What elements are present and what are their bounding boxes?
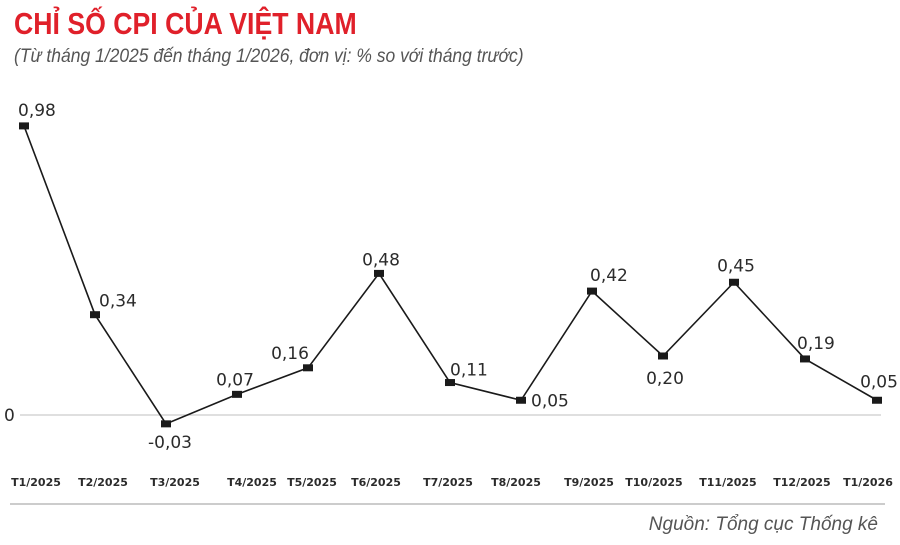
value-label: -0,03 bbox=[148, 433, 192, 453]
x-axis-labels: T1/2025 T2/2025 T3/2025 T4/2025 T5/2025 T6/20… bbox=[11, 476, 893, 489]
value-label: 0,98 bbox=[18, 101, 56, 121]
x-axis-label: T5/2025 bbox=[287, 476, 337, 489]
x-axis-label: T7/2025 bbox=[423, 476, 473, 489]
x-axis-label: T10/2025 bbox=[625, 476, 682, 489]
value-label: 0,07 bbox=[216, 370, 254, 390]
x-axis-label: T3/2025 bbox=[150, 476, 200, 489]
chart-title: CHỈ SỐ CPI CỦA VIỆT NAM bbox=[14, 6, 357, 41]
x-axis-label: T6/2025 bbox=[351, 476, 401, 489]
x-axis-label: T11/2025 bbox=[699, 476, 756, 489]
data-point-marker bbox=[19, 122, 29, 130]
value-label: 0,16 bbox=[271, 344, 309, 364]
x-axis-label: T2/2025 bbox=[78, 476, 128, 489]
data-point-marker bbox=[587, 287, 597, 295]
value-label: 0,05 bbox=[531, 391, 569, 411]
source-note: Nguồn: Tổng cục Thống kê bbox=[648, 514, 878, 535]
value-label: 0,42 bbox=[590, 266, 628, 286]
data-point-markers bbox=[19, 122, 882, 428]
data-point-marker bbox=[800, 355, 810, 363]
data-point-marker bbox=[303, 364, 313, 372]
value-label: 0,19 bbox=[797, 334, 835, 354]
value-label: 0,20 bbox=[646, 369, 684, 389]
data-point-marker bbox=[872, 396, 882, 404]
value-label: 0,11 bbox=[450, 361, 488, 381]
data-value-labels: 0,98 0,34 -0,03 0,07 0,16 0,48 0,11 0,05 0,42 0,2… bbox=[18, 101, 898, 453]
x-axis-label: T12/2025 bbox=[773, 476, 830, 489]
data-point-marker bbox=[729, 278, 739, 286]
value-label: 0,48 bbox=[362, 250, 400, 270]
x-axis-label: T1/2025 bbox=[11, 476, 61, 489]
x-axis-label: T9/2025 bbox=[564, 476, 614, 489]
data-point-marker bbox=[516, 396, 526, 404]
value-label: 0,05 bbox=[860, 372, 898, 392]
data-point-marker bbox=[658, 352, 668, 360]
x-axis-label: T4/2025 bbox=[227, 476, 277, 489]
chart-subtitle: (Từ tháng 1/2025 đến tháng 1/2026, đơn v… bbox=[14, 46, 524, 67]
data-point-marker bbox=[374, 269, 384, 277]
y-tick-zero: 0 bbox=[4, 406, 15, 426]
data-point-marker bbox=[161, 420, 171, 428]
x-axis-label: T1/2026 bbox=[843, 476, 893, 489]
data-point-marker bbox=[232, 390, 242, 398]
data-point-marker bbox=[445, 379, 455, 387]
data-point-marker bbox=[90, 311, 100, 319]
value-label: 0,45 bbox=[717, 256, 755, 276]
value-label: 0,34 bbox=[99, 292, 137, 312]
x-axis-label: T8/2025 bbox=[491, 476, 541, 489]
